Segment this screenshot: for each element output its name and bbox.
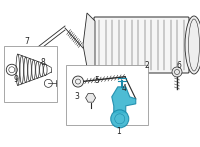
FancyBboxPatch shape (94, 17, 189, 73)
Bar (66, 65, 148, 125)
Text: 6: 6 (177, 61, 181, 70)
Text: 7: 7 (25, 37, 29, 46)
Text: 3: 3 (75, 92, 79, 101)
Polygon shape (112, 87, 136, 113)
Text: 9: 9 (14, 75, 18, 84)
Text: 1: 1 (117, 127, 121, 136)
Text: 2: 2 (145, 61, 149, 70)
Text: 4: 4 (122, 84, 126, 93)
Text: 5: 5 (95, 76, 99, 85)
Polygon shape (83, 13, 95, 69)
Circle shape (111, 110, 129, 128)
Circle shape (24, 50, 32, 58)
Ellipse shape (185, 16, 200, 74)
Circle shape (72, 76, 84, 87)
Circle shape (172, 67, 182, 77)
Bar (4, 46, 57, 102)
Text: 8: 8 (41, 58, 45, 67)
